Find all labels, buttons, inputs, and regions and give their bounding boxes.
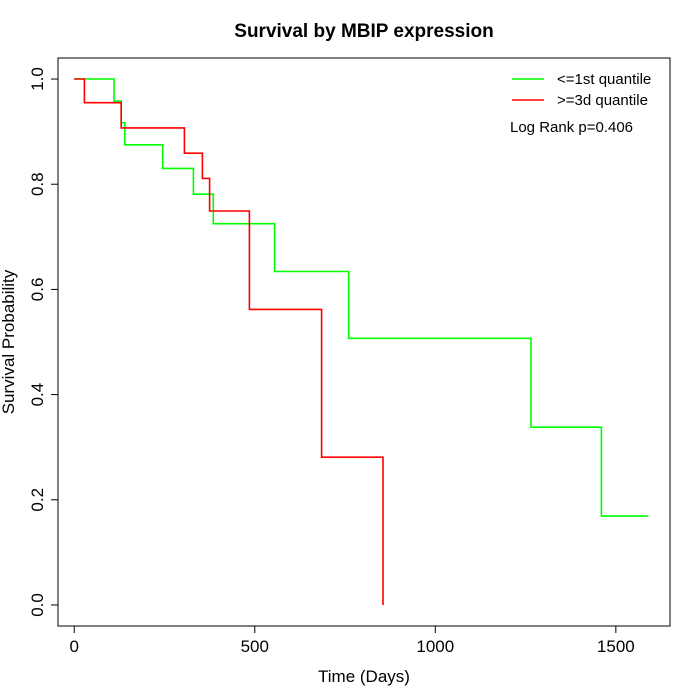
plot-frame <box>57 57 671 627</box>
x-tick-label-0: 0 <box>70 637 79 656</box>
x-tick-label-1: 500 <box>241 637 269 656</box>
x-axis-label: Time (Days) <box>318 667 410 686</box>
x-tick-label-2: 1000 <box>416 637 454 656</box>
y-axis: 0.0 0.2 0.4 0.6 0.8 1.0 <box>28 67 59 617</box>
y-tick-label-3: 0.6 <box>28 278 47 302</box>
y-tick-label-5: 1.0 <box>28 67 47 91</box>
log-rank-annotation: Log Rank p=0.406 <box>510 119 633 136</box>
chart-title: Survival by MBIP expression <box>234 21 493 42</box>
legend-label-0: <=1st quantile <box>557 71 651 88</box>
legend: <=1st quantile >=3d quantile <box>512 71 651 109</box>
series-layer <box>74 78 649 605</box>
y-tick-label-0: 0.0 <box>28 593 47 617</box>
x-axis: 0 500 1000 1500 <box>70 625 635 656</box>
x-tick-label-3: 1500 <box>597 637 635 656</box>
y-tick-label-1: 0.2 <box>28 488 47 512</box>
y-axis-label: Survival Probability <box>0 269 18 414</box>
y-tick-label-4: 0.8 <box>28 172 47 196</box>
legend-label-1: >=3d quantile <box>557 92 648 109</box>
series-1-line <box>74 78 384 605</box>
series-0-line <box>74 78 649 517</box>
y-tick-label-2: 0.4 <box>28 383 47 407</box>
